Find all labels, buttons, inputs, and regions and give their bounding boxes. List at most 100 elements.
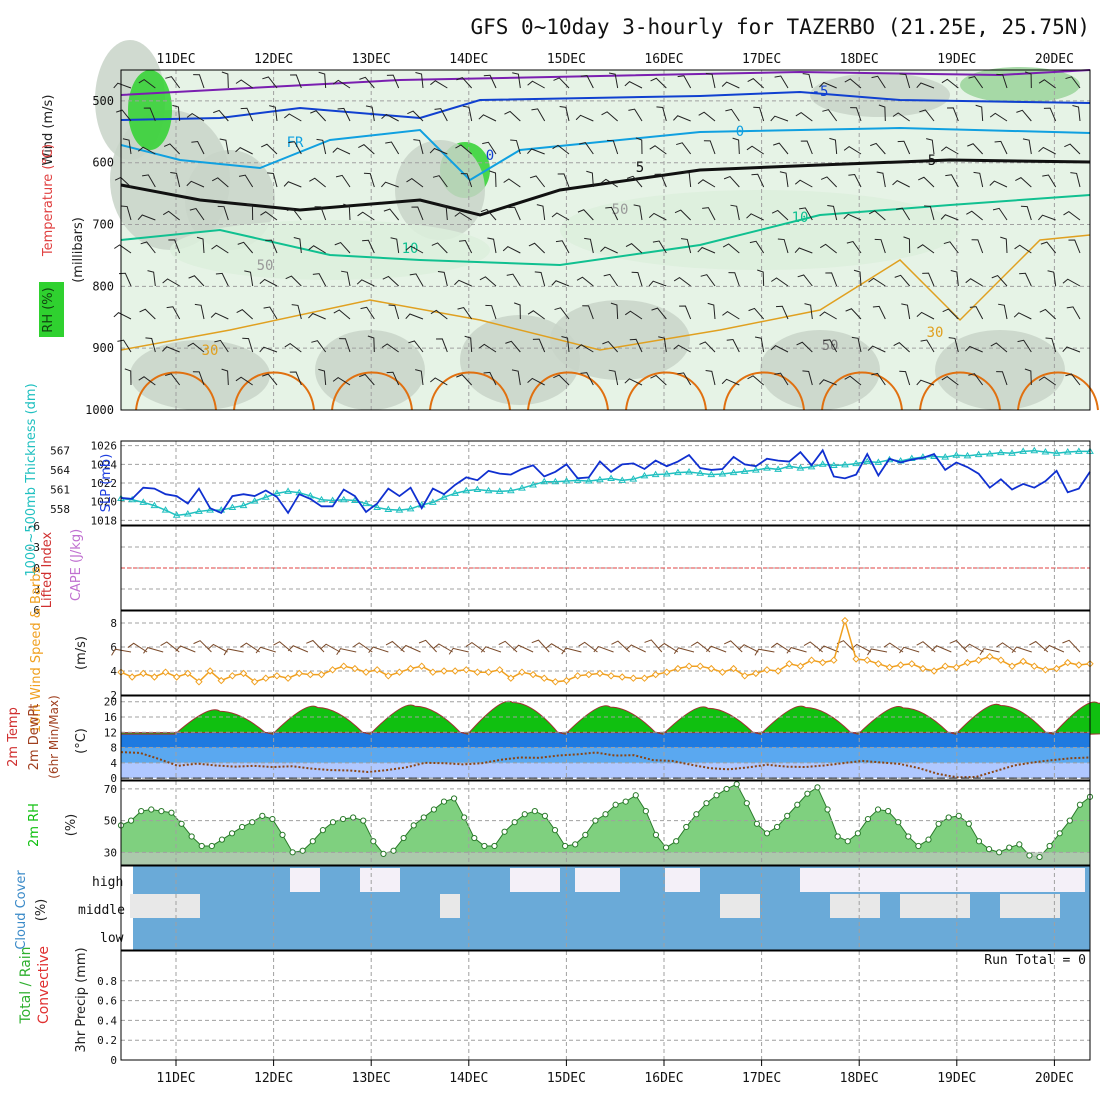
temp-contour-15-loop: [331, 371, 413, 411]
upper-wind-barb: [332, 376, 351, 386]
upper-wind-barb: [629, 338, 643, 353]
upper-wind-barb: [576, 276, 594, 287]
upper-wind-barb: [721, 378, 740, 386]
wind-speed-point: [317, 670, 326, 679]
upper-wind-barb: [388, 304, 400, 320]
upper-wind-barb: [968, 75, 984, 89]
surface-wind-barb: [1043, 644, 1065, 653]
cloud-high-gap: [800, 868, 840, 892]
slp-tick-label: 1018: [91, 514, 118, 527]
upper-wind-barb: [554, 307, 570, 320]
upper-wind-barb: [359, 373, 375, 386]
upper-wind-barb: [219, 138, 229, 155]
upper-wind-barb: [510, 139, 521, 155]
surface-wind-barb: [448, 647, 469, 655]
rh2m-point: [814, 784, 821, 791]
upper-wind-barb: [385, 141, 400, 155]
upper-wind-barb: [679, 305, 692, 320]
upper-wind-barb: [868, 210, 886, 221]
upper-wind-barb: [189, 207, 205, 221]
upper-wind-barb: [1014, 244, 1032, 254]
upper-wind-barb: [705, 72, 716, 89]
rh2m-point: [592, 817, 599, 824]
surface-wind-barb: [770, 642, 791, 653]
upper-wind-barb: [308, 245, 326, 254]
upper-wind-barb: [456, 374, 473, 386]
upper-wind-barb: [945, 174, 959, 188]
thickness-point: [239, 501, 248, 509]
upper-wind-barb: [193, 74, 205, 89]
upper-wind-barb: [895, 207, 911, 221]
upper-wind-barb: [892, 180, 910, 188]
wind-speed-point: [1052, 664, 1061, 673]
thickness-point: [551, 477, 560, 485]
upper-wind-barb: [1064, 143, 1081, 155]
upper-wind-barb: [337, 107, 351, 122]
thickness-point: [974, 450, 983, 458]
upper-wind-barb: [705, 370, 716, 386]
precip-tick-label: 0.6: [97, 995, 117, 1008]
upper-wind-barb: [464, 335, 473, 353]
wind-speed-point: [195, 678, 203, 686]
wind-speed-line: [120, 617, 1091, 683]
bottom-date-label: 12DEC: [254, 1071, 293, 1086]
wind-speed-point: [262, 674, 270, 682]
upper-wind-barb: [221, 368, 229, 386]
rh2m-point: [622, 798, 629, 805]
temp-contour-minus-5: [120, 126, 1091, 182]
wind-speed-point: [896, 661, 905, 669]
upper-wind-barb: [674, 209, 692, 221]
rh2m-point: [481, 842, 488, 850]
precip-panel: 0.8 0.6 0.4 0.2 0 Run Total = 0 Total / Rain Co…: [18, 946, 1091, 1067]
surface-wind-barb: [160, 641, 180, 653]
cloud-high-gap: [840, 868, 1000, 892]
upper-wind-barb: [293, 236, 302, 254]
upper-wind-barb: [309, 177, 326, 188]
upper-wind-barb: [850, 107, 862, 122]
rh2m-point: [198, 842, 205, 850]
panel-frame: [120, 525, 1091, 611]
upper-wind-barb: [235, 376, 253, 386]
surface-wind-barb: [673, 647, 695, 654]
upper-wind-barb: [771, 277, 789, 287]
upper-wind-barb: [649, 145, 667, 155]
rh2m-point: [450, 795, 458, 802]
wind-speed-point: [707, 664, 716, 673]
upper-wind-barb: [503, 178, 521, 188]
surface-wind-barb: [996, 642, 1016, 653]
rh2m-point: [1056, 830, 1063, 837]
thickness-point: [718, 469, 727, 477]
rh-shading-region: [550, 300, 690, 380]
upper-wind-barb: [577, 209, 594, 221]
thickness-point: [596, 475, 604, 483]
upper-wind-barb: [698, 111, 716, 122]
upper-wind-barb: [527, 310, 545, 320]
rh2m-point: [915, 842, 922, 850]
wind-speed-point: [507, 674, 515, 682]
upper-wind-barb: [237, 241, 254, 254]
upper-wind-barb: [754, 336, 765, 353]
contour-label: 50: [822, 338, 839, 354]
wind-speed-point: [874, 660, 883, 668]
upper-wind-barb: [138, 376, 156, 386]
thickness-point: [1008, 449, 1016, 456]
temp2m-panel: 20 16 12 8 4 0 2m Temp 2m DewPt (6hr Min/Max) (°C…: [6, 695, 1100, 785]
upper-wind-barb: [162, 278, 180, 287]
upper-wind-barb: [318, 71, 327, 89]
rh2m-point: [703, 800, 710, 807]
upper-wind-barb: [430, 377, 448, 386]
rh2m-point: [1066, 817, 1073, 824]
upper-wind-barb: [165, 373, 181, 386]
contour-label: 50: [612, 202, 629, 218]
upper-wind-barb: [608, 72, 619, 89]
temp-tick-label: 8: [110, 742, 117, 755]
rh2m-point: [602, 811, 609, 818]
thickness-point: [729, 468, 738, 476]
rh2m-point: [148, 806, 155, 813]
thickness-point: [506, 486, 515, 494]
surface-wind-barb: [498, 640, 518, 653]
bottom-date-label: 19DEC: [937, 1071, 976, 1086]
top-date-label: 20DEC: [1035, 52, 1074, 67]
surface-wind-barb: [723, 640, 743, 653]
